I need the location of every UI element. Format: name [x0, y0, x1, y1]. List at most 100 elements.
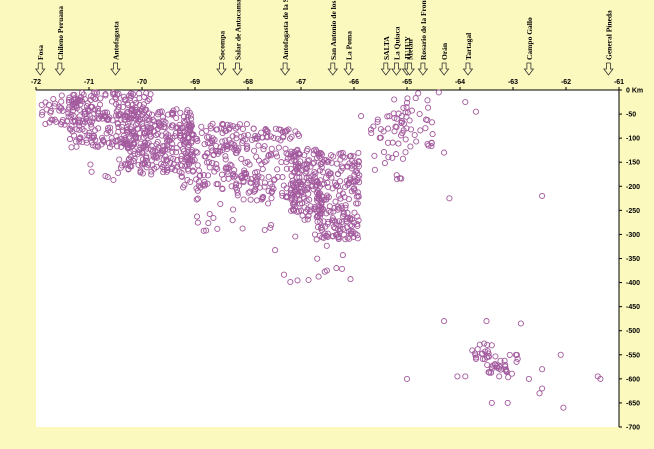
- data-point: [128, 92, 135, 99]
- data-point: [337, 195, 344, 202]
- x-tick-label: -65: [402, 79, 412, 86]
- data-point: [352, 168, 359, 175]
- data-point: [225, 143, 232, 150]
- location-marker: Orán: [438, 42, 450, 76]
- data-point: [214, 150, 221, 157]
- data-point: [193, 135, 200, 142]
- data-point: [355, 149, 362, 156]
- data-point: [229, 140, 236, 147]
- data-point: [184, 176, 191, 184]
- data-point: [258, 196, 265, 203]
- data-point: [173, 114, 180, 122]
- y-tick-label: -250: [626, 208, 640, 215]
- data-point: [321, 268, 328, 275]
- data-point: [87, 103, 94, 110]
- data-point: [258, 174, 265, 181]
- data-point: [314, 255, 321, 262]
- x-tick-label: -72: [31, 79, 41, 86]
- data-point: [137, 130, 144, 137]
- data-point: [352, 178, 359, 185]
- data-point: [240, 196, 247, 203]
- y-tick-label: -150: [626, 160, 640, 167]
- data-point: [187, 112, 194, 119]
- data-point: [223, 164, 230, 171]
- data-point: [158, 108, 165, 115]
- data-point: [180, 184, 187, 191]
- data-point: [334, 203, 342, 210]
- data-point: [311, 231, 319, 238]
- data-point: [124, 145, 132, 152]
- data-point: [422, 125, 429, 132]
- location-label: La Poma: [345, 31, 354, 60]
- location-marker: Fosa: [34, 45, 46, 76]
- data-point: [168, 109, 176, 116]
- location-marker: Salar de Antacama: [232, 0, 243, 76]
- data-point: [224, 121, 231, 128]
- data-point: [127, 90, 134, 97]
- data-point: [232, 149, 239, 157]
- location-label: SALTA: [382, 36, 391, 60]
- data-point: [110, 176, 117, 184]
- data-point: [203, 227, 210, 234]
- data-point: [228, 144, 235, 151]
- data-point: [82, 111, 89, 118]
- data-point: [335, 235, 342, 242]
- data-point: [539, 366, 546, 373]
- data-point: [339, 190, 346, 197]
- data-point: [267, 224, 274, 231]
- data-point: [75, 116, 82, 123]
- data-point: [183, 109, 190, 116]
- data-point: [400, 120, 407, 127]
- location-marker: La Poma: [343, 31, 354, 76]
- data-point: [403, 375, 411, 382]
- data-point: [368, 130, 375, 137]
- data-point: [429, 131, 436, 138]
- data-point: [508, 370, 515, 377]
- data-point: [180, 113, 188, 120]
- data-point: [78, 98, 85, 105]
- data-point: [120, 93, 127, 100]
- data-point: [184, 106, 191, 114]
- data-point: [214, 225, 221, 232]
- data-point: [290, 183, 297, 190]
- data-point: [77, 94, 84, 101]
- data-point: [130, 108, 137, 115]
- data-point: [188, 115, 195, 122]
- data-point: [265, 152, 272, 160]
- data-point: [485, 369, 492, 376]
- data-point: [399, 155, 407, 162]
- data-point: [148, 171, 155, 178]
- data-point: [155, 120, 162, 127]
- data-point: [217, 200, 224, 208]
- y-tick-label: -350: [626, 256, 640, 263]
- data-point: [309, 183, 316, 190]
- data-point: [135, 161, 142, 168]
- data-point: [305, 190, 312, 197]
- data-point: [116, 156, 123, 163]
- location-arrow: [34, 62, 46, 76]
- data-point: [126, 155, 133, 162]
- data-point: [435, 89, 442, 96]
- data-point: [296, 163, 303, 170]
- data-point: [313, 154, 321, 161]
- data-point: [96, 115, 103, 122]
- data-point: [407, 126, 415, 133]
- data-point: [339, 212, 346, 220]
- data-point: [290, 153, 297, 160]
- location-label: Salar de Antacama: [233, 0, 242, 60]
- data-point: [404, 109, 411, 116]
- data-point: [331, 179, 338, 186]
- data-point: [488, 399, 495, 406]
- data-point: [539, 192, 546, 199]
- data-point: [317, 218, 324, 225]
- data-point: [287, 278, 294, 286]
- data-point: [497, 357, 504, 364]
- data-point: [413, 138, 420, 145]
- data-point: [377, 134, 384, 141]
- data-point: [121, 160, 128, 167]
- data-point: [334, 183, 341, 190]
- location-label: Metán: [406, 38, 415, 60]
- data-point: [219, 138, 226, 145]
- y-tick-label: -600: [626, 376, 640, 383]
- data-point: [248, 136, 255, 144]
